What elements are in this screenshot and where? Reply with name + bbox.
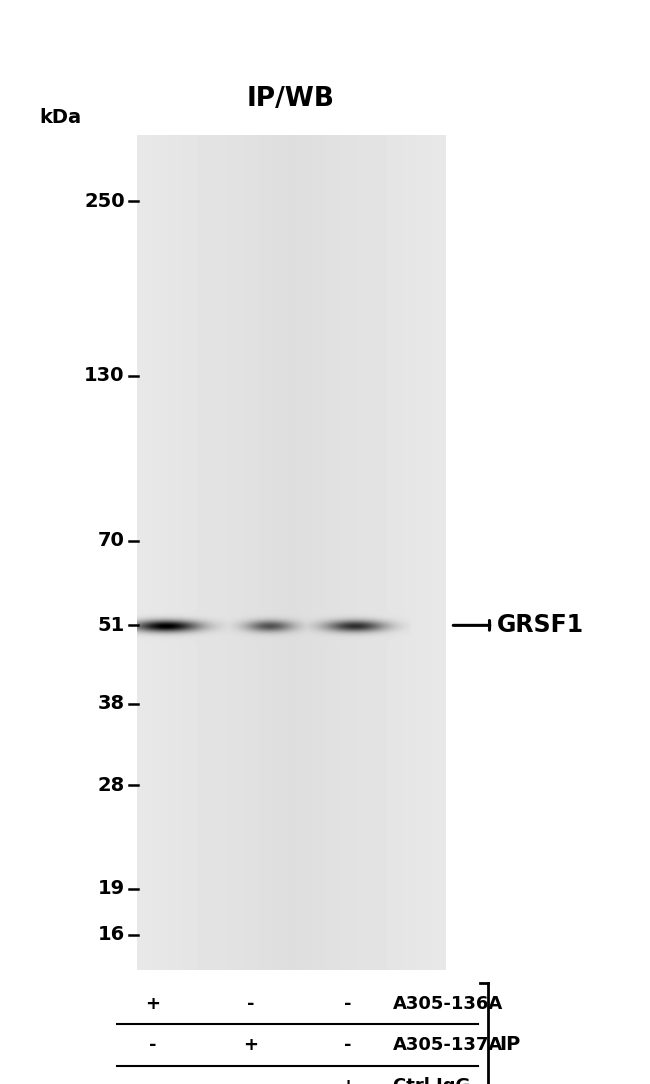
Text: GRSF1: GRSF1 <box>497 614 584 637</box>
Text: A305-137A: A305-137A <box>393 1036 504 1054</box>
Text: 130: 130 <box>84 366 125 385</box>
Text: kDa: kDa <box>39 107 81 127</box>
Text: 38: 38 <box>98 695 125 713</box>
Text: -: - <box>246 995 254 1012</box>
Text: +: + <box>242 1036 258 1054</box>
Text: +: + <box>145 995 161 1012</box>
Text: Ctrl IgG: Ctrl IgG <box>393 1077 471 1084</box>
Text: 19: 19 <box>98 879 125 899</box>
Text: -: - <box>344 995 352 1012</box>
Text: -: - <box>149 1077 157 1084</box>
Text: 250: 250 <box>84 192 125 211</box>
Bar <box>136 136 445 970</box>
Text: IP/WB: IP/WB <box>247 86 335 112</box>
Text: -: - <box>344 1036 352 1054</box>
Text: -: - <box>149 1036 157 1054</box>
Text: 70: 70 <box>98 531 125 551</box>
Text: +: + <box>340 1077 356 1084</box>
Text: -: - <box>246 1077 254 1084</box>
Text: 28: 28 <box>98 776 125 795</box>
Text: IP: IP <box>499 1035 521 1055</box>
Text: 51: 51 <box>98 616 125 635</box>
Text: 16: 16 <box>98 925 125 944</box>
Text: A305-136A: A305-136A <box>393 995 504 1012</box>
